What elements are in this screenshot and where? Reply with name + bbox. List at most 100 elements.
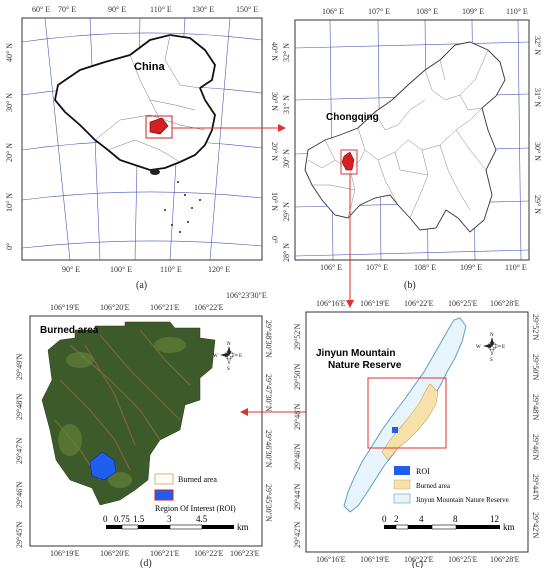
tick-label: 107° E [366,263,388,272]
legend-swatch-roi [394,466,410,475]
panel-c-legend: ROI Burned area Jinyun Mountain Nature R… [393,466,509,504]
tick-label: 29°45'N [15,521,24,548]
compass-w: W [213,354,218,359]
panel-b-bottom-ticks: 106° E 107° E 108° E 109° E 110° E [320,263,527,272]
legend-swatch-burned [154,473,174,485]
tick-label: 106°19'E [360,555,390,564]
tick-label: 29°48'N [293,403,302,430]
tick-label: 107° E [368,7,390,16]
tick-label: 29°46'N [293,443,302,470]
panel-d: Burned area N S E W Burned area Region O… [15,291,273,568]
tick-label: 106°16'E [316,555,346,564]
tick-label: 10° N [5,193,14,212]
legend-swatch-burned [393,479,411,490]
country-label: China [134,61,165,73]
tick-label: 20° N [5,143,14,162]
compass-e: E [502,345,505,350]
tick-label: 106°22'E [194,303,224,312]
tick-label: 106°22'E [404,555,434,564]
scale-label: 0.75 [114,514,130,524]
tick-label: 30° N [533,142,542,161]
tick-label: 29°47'N [15,437,24,464]
tick-label: 150° E [236,5,258,14]
legend-label-burned: Burned area [416,482,451,490]
legend-label-burned: Burned area [178,475,217,484]
tick-label: 108° E [414,263,436,272]
tick-label: 29° N [533,195,542,214]
tick-label: 109° E [460,263,482,272]
tick-label: 106°22'E [194,549,224,558]
tick-label: 20° N [270,142,279,161]
panel-c-title-line1: Jinyun Mountain [316,348,395,359]
tick-label: 106°28'E [490,299,520,308]
scale-label: 8 [453,514,458,524]
tick-label: 106°21'E [150,549,180,558]
panel-a-left-ticks: 40° N 30° N 20° N 10° N 0° [5,43,14,250]
tick-label: 29°46'N [531,434,540,461]
tick-label: 106°19'E [50,303,80,312]
tick-label: 29°49'N [15,353,24,380]
panel-b-left-ticks: 32° N 31° N 30° N 29° N 28° N [282,43,291,262]
panel-b-top-ticks: 106° E 107° E 108° E 109° E 110° E [322,7,528,16]
tick-label: 106°25'E [448,299,478,308]
tick-label: 106°23'E [230,549,260,558]
tick-label: 29°52'N [293,323,302,350]
tick-label: 106°21'E [150,303,180,312]
hainan-island [150,169,160,175]
tick-label: 29°45'30"N [264,484,273,522]
reserve-boundary [343,317,467,513]
tick-label: 29°46'N [15,481,24,508]
scale-unit: km [503,522,515,532]
tick-label: 31° N [533,88,542,107]
legend-swatch-roi [154,489,174,501]
tick-label: 29°47'30"N [264,374,273,412]
compass-e: E [239,354,242,359]
tick-label: 100° E [110,265,132,274]
region-label: Chongqing [326,112,379,123]
burned-area-box [367,377,447,449]
tick-label: 29°42'N [293,521,302,548]
tick-label: 106° E [322,7,344,16]
tick-label: 29°44'N [531,474,540,501]
tick-label: 32° N [282,43,291,62]
compass-icon: N S E W [213,342,242,372]
tick-label: 106°22'E [404,299,434,308]
tick-label: 70° E [58,5,76,14]
scale-label: 12 [490,514,499,524]
panel-b-right-ticks: 32° N 31° N 30° N 29° N [533,36,542,214]
scale-label: 1.5 [133,514,145,524]
chongqing-box [145,115,173,139]
tick-label: 29°48'30"N [264,320,273,358]
tick-label: 40° N [5,43,14,62]
legend-label-reserve: Jinyun Mountain Nature Reserve [416,496,509,504]
tick-label: 106°23'30"E [226,291,267,300]
panel-c-left-ticks: 29°52'N 29°50'N 29°48'N 29°46'N 29°44'N … [293,323,302,548]
compass-w: W [476,345,481,350]
panel-c-top-ticks: 106°16'E 106°19'E 106°22'E 106°25'E 106°… [316,299,520,308]
tick-label: 106° E [320,263,342,272]
tick-label: 29°52'N [531,314,540,341]
tick-label: 29°48'N [15,393,24,420]
tick-label: 29°50'N [293,363,302,390]
legend-label-roi: ROI [416,467,430,476]
tick-label: 30° N [270,92,279,111]
legend-swatch-reserve [393,493,411,504]
tick-label: 106°28'E [490,555,520,564]
tick-label: 29°46'30"N [264,430,273,468]
compass-icon: N S E W [476,333,505,363]
tick-label: 106°25'E [448,555,478,564]
panel-d-title: Burned area [40,325,99,336]
compass-s: S [490,358,493,363]
panel-a-bottom-ticks: 90° E 100° E 110° E 120° E [62,265,230,274]
panel-caption: (a) [136,280,147,291]
compass-n: N [490,333,494,338]
jinyun-box [340,149,358,175]
panel-d-top-ticks: 106°19'E 106°20'E 106°21'E 106°22'E 106°… [50,291,267,312]
tick-label: 108° E [416,7,438,16]
tick-label: 106°20'E [100,549,130,558]
tick-label: 30° N [5,93,14,112]
south-sea-islands [164,181,201,233]
roi-marker [392,427,398,433]
chongqing-districts [307,49,489,219]
